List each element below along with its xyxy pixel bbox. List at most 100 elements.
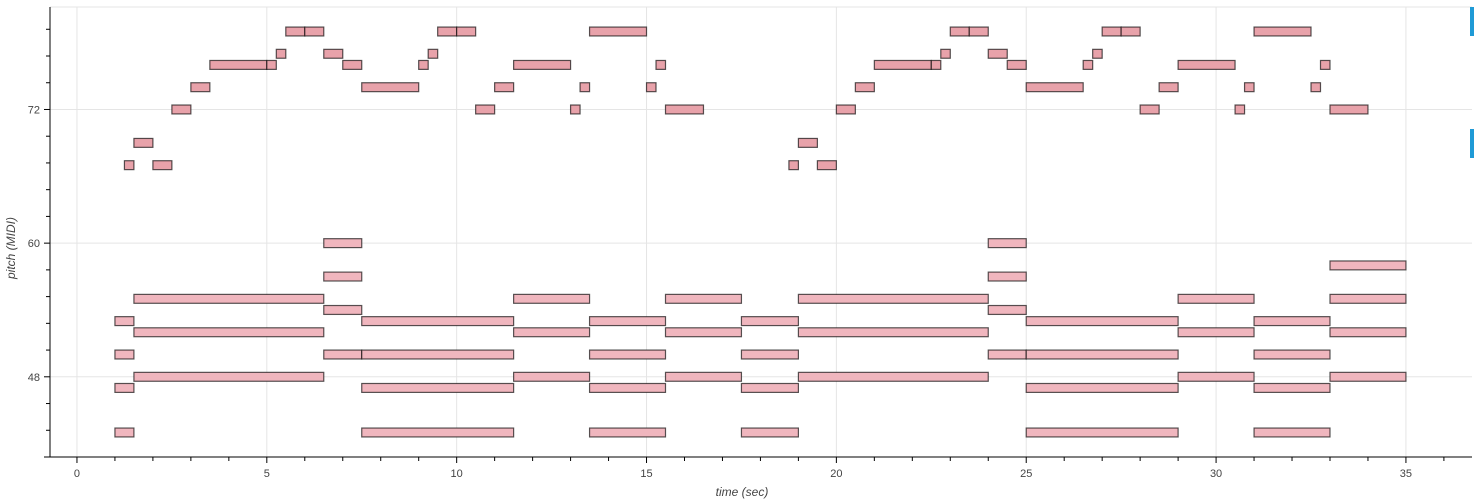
accompaniment-note: [588, 316, 667, 327]
accompaniment-note: [361, 427, 515, 438]
melody-note: [266, 59, 277, 70]
y-tick-label: 60: [28, 238, 40, 250]
accompaniment-note: [664, 371, 743, 382]
accompaniment-note: [987, 349, 1027, 360]
accompaniment-note: [740, 316, 800, 327]
toolbar-indicator-top[interactable]: [1470, 7, 1474, 36]
x-tick-label: 5: [264, 468, 270, 480]
accompaniment-note: [1329, 327, 1407, 338]
x-tick-label: 25: [1020, 468, 1032, 480]
melody-note: [1253, 26, 1312, 37]
accompaniment-note: [1025, 349, 1179, 360]
melody-note: [968, 26, 989, 37]
accompaniment-note: [664, 327, 743, 338]
accompaniment-note: [1329, 293, 1407, 304]
melody-note: [1025, 82, 1084, 93]
x-tick-label: 0: [74, 468, 80, 480]
melody-note: [190, 82, 211, 93]
accompaniment-note: [740, 349, 800, 360]
melody-note: [1158, 82, 1179, 93]
melody-note: [133, 137, 154, 148]
melody-note: [418, 59, 429, 70]
x-tick-label: 20: [830, 468, 842, 480]
melody-note: [427, 48, 439, 59]
y-tick-label: 72: [28, 104, 40, 116]
accompaniment-note: [323, 349, 363, 360]
accompaniment-note: [361, 349, 515, 360]
melody-note: [987, 48, 1008, 59]
accompaniment-note: [1025, 316, 1179, 327]
melody-note: [361, 82, 420, 93]
accompaniment-note: [987, 271, 1027, 282]
melody-note: [171, 104, 192, 115]
accompaniment-note: [664, 293, 743, 304]
accompaniment-note: [323, 271, 363, 282]
x-axis-title: time (sec): [716, 485, 769, 499]
notes: [114, 26, 1407, 438]
melody-note: [1082, 59, 1094, 70]
accompaniment-note: [361, 316, 515, 327]
accompaniment-note: [1177, 293, 1255, 304]
accompaniment-note: [1253, 349, 1331, 360]
x-tick-label: 10: [451, 468, 463, 480]
y-axis-title: pitch (MIDI): [4, 217, 18, 280]
melody-note: [1120, 26, 1141, 37]
melody-note: [1329, 104, 1369, 115]
melody-note: [788, 160, 800, 171]
melody-note: [569, 104, 581, 115]
accompaniment-note: [114, 349, 135, 360]
melody-note: [579, 82, 591, 93]
melody-note: [494, 82, 515, 93]
melody-note: [797, 137, 818, 148]
accompaniment-note: [133, 327, 325, 338]
melody-note: [1234, 104, 1246, 115]
accompaniment-note: [740, 382, 800, 393]
accompaniment-note: [797, 327, 989, 338]
melody-note: [152, 160, 173, 171]
accompaniment-note: [797, 371, 989, 382]
accompaniment-note: [1329, 260, 1407, 271]
accompaniment-note: [513, 327, 591, 338]
melody-note: [835, 104, 856, 115]
accompaniment-note: [513, 371, 591, 382]
melody-note: [475, 104, 496, 115]
melody-note: [1177, 59, 1236, 70]
melody-note: [940, 48, 951, 59]
accompaniment-note: [1177, 327, 1255, 338]
melody-note: [123, 160, 135, 171]
accompaniment-note: [114, 382, 135, 393]
accompaniment-note: [1253, 382, 1331, 393]
melody-note: [513, 59, 572, 70]
accompaniment-note: [114, 427, 135, 438]
accompaniment-note: [1253, 427, 1331, 438]
melody-note: [873, 59, 932, 70]
melody-note: [645, 82, 657, 93]
melody-note: [1006, 59, 1027, 70]
accompaniment-note: [1329, 371, 1407, 382]
x-tick-label: 30: [1210, 468, 1222, 480]
x-tick-label: 15: [640, 468, 652, 480]
accompaniment-note: [133, 371, 325, 382]
melody-note: [930, 59, 942, 70]
melody-note: [437, 26, 458, 37]
melody-note: [1139, 104, 1160, 115]
accompaniment-note: [114, 316, 135, 327]
accompaniment-note: [740, 427, 800, 438]
x-tick-label: 35: [1400, 468, 1412, 480]
melody-note: [285, 26, 306, 37]
accompaniment-note: [361, 382, 515, 393]
accompaniment-note: [987, 304, 1027, 316]
accompaniment-note: [1025, 382, 1179, 393]
melody-note: [588, 26, 648, 37]
accompaniment-note: [588, 382, 667, 393]
toolbar-indicator-bottom[interactable]: [1470, 129, 1474, 158]
axes: 0 5 10 15 20 25 30 35 48 60 72: [28, 7, 1472, 480]
accompaniment-note: [588, 427, 667, 438]
melody-note: [664, 104, 705, 115]
melody-note: [342, 59, 363, 70]
y-tick-label: 48: [28, 372, 40, 384]
accompaniment-note: [1025, 427, 1179, 438]
melody-note: [655, 59, 667, 70]
accompaniment-note: [987, 238, 1027, 249]
